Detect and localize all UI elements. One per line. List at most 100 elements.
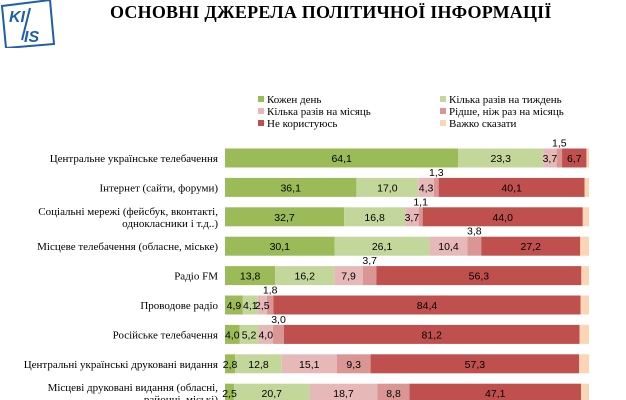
bar-row: Центральне українське телебачення 64,1 23,… bbox=[50, 138, 589, 168]
data-label: 4,3 bbox=[419, 182, 434, 194]
data-label: 4,9 bbox=[227, 300, 242, 312]
bar-segment bbox=[370, 354, 580, 374]
data-label: 81,2 bbox=[422, 329, 443, 341]
bar-segment bbox=[225, 177, 357, 197]
legend-swatch-2 bbox=[440, 96, 446, 102]
bar-segment bbox=[336, 354, 371, 374]
category-label: Радіо FM bbox=[174, 271, 218, 283]
data-label: 1,8 bbox=[263, 285, 278, 297]
bar-segment bbox=[334, 236, 430, 256]
data-label: 7,9 bbox=[341, 271, 356, 283]
bar-segment bbox=[438, 177, 585, 197]
bar-row: Центральні українські друковані видання 2… bbox=[24, 354, 589, 374]
bar-segment bbox=[275, 266, 335, 286]
data-label: 3,7 bbox=[362, 255, 377, 267]
data-label: 20,7 bbox=[262, 388, 283, 400]
bar-segment bbox=[273, 295, 581, 315]
bar-segment bbox=[556, 148, 563, 168]
bar-segment bbox=[418, 177, 434, 197]
legend-swatch-6 bbox=[440, 120, 446, 126]
bar-segment bbox=[257, 295, 267, 315]
data-label: 84,4 bbox=[417, 300, 438, 312]
bar-segment bbox=[580, 295, 589, 315]
bar-segment bbox=[584, 177, 589, 197]
category-label: Центральне українське телебачення bbox=[50, 153, 218, 165]
bar-segment bbox=[225, 148, 459, 168]
bar-segment bbox=[422, 207, 583, 227]
data-label: 1,5 bbox=[552, 138, 567, 150]
bar-segment bbox=[258, 324, 274, 344]
bar-segment bbox=[543, 148, 557, 168]
bar-segment bbox=[356, 177, 419, 197]
bar-segment bbox=[235, 354, 282, 374]
bar-segment bbox=[225, 295, 243, 315]
bar-segment bbox=[242, 295, 258, 315]
data-label: 8,8 bbox=[386, 388, 401, 400]
category-label: Російське телебачення bbox=[113, 329, 218, 341]
bar-segment bbox=[429, 236, 468, 256]
data-label: 36,1 bbox=[280, 182, 301, 194]
bar-segment bbox=[266, 295, 274, 315]
data-label: 6,7 bbox=[567, 153, 582, 165]
bar-row: Соціальні мережі (фейсбук, вконтакті, одн… bbox=[38, 196, 589, 230]
bar-segment bbox=[376, 266, 582, 286]
data-label: 15,1 bbox=[299, 359, 320, 371]
bar-segment bbox=[273, 324, 284, 344]
bar-segment bbox=[586, 148, 589, 168]
bar-segment bbox=[362, 266, 377, 286]
bar-segment bbox=[562, 148, 587, 168]
data-label: 47,1 bbox=[485, 388, 506, 400]
bar-row: Місцеві друковані видання (обласні,район… bbox=[48, 382, 589, 400]
category-label: Соціальні мережі (фейсбук, вконтакті, одн… bbox=[38, 206, 218, 230]
legend-swatch-3 bbox=[258, 108, 264, 114]
svg-text:IS: IS bbox=[24, 29, 39, 46]
legend-label-5: Не користуюсь bbox=[267, 118, 337, 130]
bar-segment bbox=[467, 236, 482, 256]
data-label: 5,2 bbox=[242, 329, 257, 341]
data-label: 4,1 bbox=[243, 300, 258, 312]
bar-segment bbox=[344, 207, 406, 227]
svg-text:KI: KI bbox=[9, 9, 26, 26]
bar-segment bbox=[309, 383, 378, 400]
bar-segment bbox=[225, 266, 276, 286]
bar-segment bbox=[582, 207, 589, 227]
bar-segment bbox=[579, 354, 589, 374]
bar-segment bbox=[225, 383, 235, 400]
legend-swatch-4 bbox=[440, 108, 446, 114]
category-label: Місцеве телебачення (обласне, міське) bbox=[37, 241, 218, 253]
data-label: 56,3 bbox=[469, 271, 490, 283]
bar-segment bbox=[234, 383, 310, 400]
data-label: 17,0 bbox=[377, 182, 398, 194]
bar-segment bbox=[334, 266, 363, 286]
bar-segment bbox=[377, 383, 410, 400]
data-label: 26,1 bbox=[372, 241, 393, 253]
legend-label-3: Кілька разів на місяць bbox=[267, 106, 371, 118]
bar-segment bbox=[225, 236, 335, 256]
data-label: 13,8 bbox=[240, 271, 261, 283]
data-label: 32,7 bbox=[274, 212, 295, 224]
legend-label-6: Важко сказати bbox=[449, 118, 517, 130]
bar-segment bbox=[405, 207, 419, 227]
data-label: 27,2 bbox=[521, 241, 542, 253]
bar-segment bbox=[239, 324, 259, 344]
bar-segment bbox=[458, 148, 544, 168]
bar-segment bbox=[225, 324, 240, 344]
bar-segment bbox=[481, 236, 581, 256]
category-label: Проводове радіо bbox=[140, 300, 218, 312]
legend-swatch-5 bbox=[258, 120, 264, 126]
bar-segment bbox=[409, 383, 581, 400]
bar-row: Інтернет (сайти, форуми) 36,1 17,0 4,3 1,3 40… bbox=[99, 167, 589, 197]
data-label: 18,7 bbox=[333, 388, 354, 400]
category-label: Місцеві друковані видання (обласні,район… bbox=[48, 382, 219, 400]
data-label: 40,1 bbox=[501, 182, 522, 194]
data-label: 30,1 bbox=[270, 241, 291, 253]
legend-swatch-1 bbox=[258, 96, 264, 102]
data-label: 44,0 bbox=[493, 212, 514, 224]
data-label: 3,0 bbox=[271, 314, 286, 326]
data-label: 10,4 bbox=[438, 241, 459, 253]
bar-segment bbox=[283, 324, 580, 344]
data-label: 16,8 bbox=[364, 212, 385, 224]
data-label: 3,7 bbox=[405, 212, 420, 224]
data-label: 23,3 bbox=[491, 153, 512, 165]
